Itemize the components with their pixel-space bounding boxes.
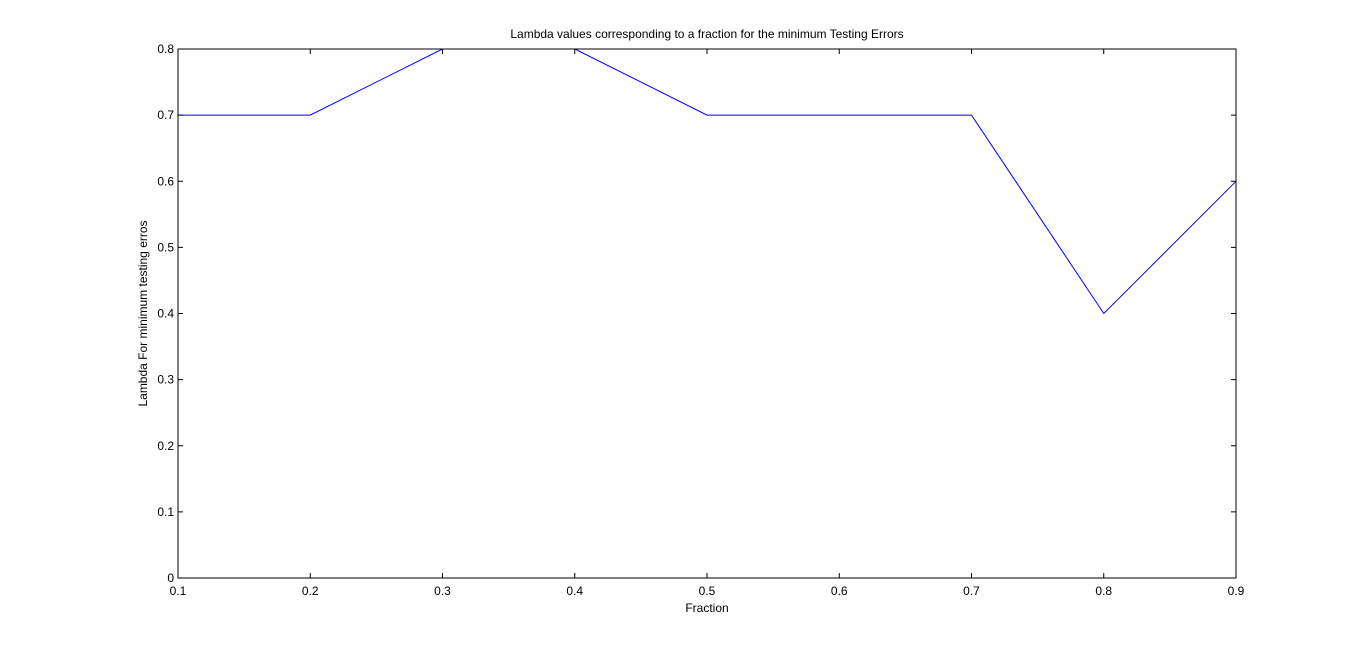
y-tick-label: 0.4 bbox=[157, 307, 174, 321]
y-tick-label: 0.8 bbox=[157, 42, 174, 56]
y-tick-label: 0 bbox=[167, 571, 174, 585]
plot-background bbox=[178, 49, 1236, 578]
x-tick-label: 0.9 bbox=[1228, 584, 1245, 598]
x-tick-label: 0.6 bbox=[831, 584, 848, 598]
y-tick-label: 0.3 bbox=[157, 373, 174, 387]
y-tick-label: 0.5 bbox=[157, 240, 174, 254]
plot-frame bbox=[177, 48, 1237, 579]
x-tick-label: 0.7 bbox=[963, 584, 980, 598]
series-line bbox=[178, 48, 1237, 315]
x-tick-label: 0.8 bbox=[1095, 584, 1112, 598]
x-tick-label: 0.4 bbox=[566, 584, 583, 598]
x-tick-label: 0.1 bbox=[170, 584, 187, 598]
y-tick-label: 0.2 bbox=[157, 439, 174, 453]
y-tick-label: 0.6 bbox=[157, 174, 174, 188]
x-axis-label: Fraction bbox=[685, 601, 728, 615]
x-tick-label: 0.2 bbox=[302, 584, 319, 598]
x-tick-label: 0.3 bbox=[434, 584, 451, 598]
y-tick-label: 0.7 bbox=[157, 108, 174, 122]
chart-title: Lambda values corresponding to a fractio… bbox=[510, 27, 903, 41]
y-axis-label: Lambda For minimum testing erros bbox=[136, 220, 150, 406]
y-tick-label: 0.1 bbox=[157, 505, 174, 519]
x-tick-label: 0.5 bbox=[699, 584, 716, 598]
tick-labels: 0.1 0.2 0.3 0.4 0.5 0.6 0.7 0.8 0.900.10.20.30.4… bbox=[157, 42, 1244, 598]
